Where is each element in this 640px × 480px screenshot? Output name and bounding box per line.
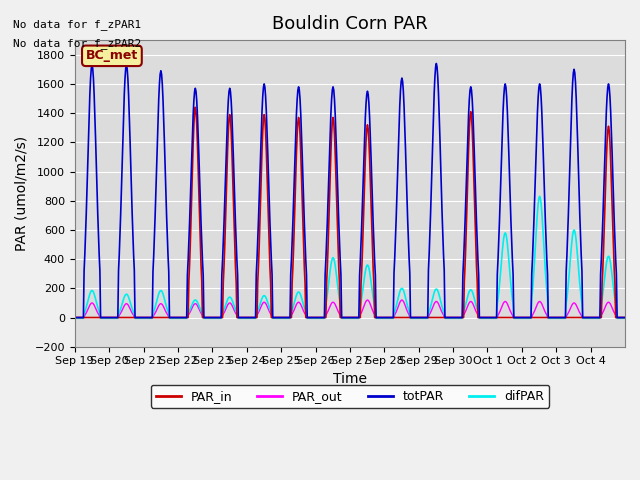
PAR_in	[408, 315, 415, 321]
difPAR	[237, 315, 244, 321]
PAR_out	[285, 315, 292, 321]
PAR_in	[191, 104, 199, 110]
difPAR	[621, 315, 629, 321]
totPAR	[264, 150, 271, 156]
PAR_in	[264, 222, 272, 228]
PAR_in	[237, 315, 245, 321]
difPAR	[406, 315, 414, 321]
PAR_out	[71, 315, 79, 321]
difPAR	[136, 315, 143, 321]
difPAR	[438, 301, 445, 307]
difPAR	[264, 300, 271, 305]
Legend: PAR_in, PAR_out, totPAR, difPAR: PAR_in, PAR_out, totPAR, difPAR	[150, 385, 549, 408]
PAR_out	[438, 310, 446, 315]
Line: difPAR: difPAR	[75, 196, 625, 318]
PAR_in	[71, 315, 79, 321]
Text: BC_met: BC_met	[86, 49, 138, 62]
PAR_in	[438, 315, 446, 321]
PAR_out	[621, 315, 629, 321]
Title: Bouldin Corn PAR: Bouldin Corn PAR	[272, 15, 428, 33]
totPAR	[406, 315, 414, 321]
totPAR	[433, 60, 440, 66]
PAR_out	[264, 305, 271, 311]
PAR_out	[364, 297, 371, 303]
Line: PAR_in: PAR_in	[75, 107, 625, 318]
Line: totPAR: totPAR	[75, 63, 625, 318]
PAR_in	[136, 315, 143, 321]
difPAR	[536, 193, 543, 199]
totPAR	[136, 315, 143, 321]
totPAR	[621, 315, 629, 321]
PAR_out	[237, 315, 244, 321]
totPAR	[237, 315, 244, 321]
PAR_out	[408, 315, 415, 321]
difPAR	[71, 315, 79, 321]
totPAR	[438, 210, 446, 216]
PAR_in	[621, 315, 629, 321]
PAR_out	[136, 315, 143, 321]
difPAR	[285, 315, 292, 321]
Text: No data for f_zPAR1: No data for f_zPAR1	[13, 19, 141, 30]
Text: No data for f_zPAR2: No data for f_zPAR2	[13, 38, 141, 49]
X-axis label: Time: Time	[333, 372, 367, 386]
Y-axis label: PAR (umol/m2/s): PAR (umol/m2/s)	[15, 136, 29, 251]
Line: PAR_out: PAR_out	[75, 300, 625, 318]
totPAR	[71, 315, 79, 321]
PAR_in	[285, 315, 293, 321]
totPAR	[285, 315, 292, 321]
